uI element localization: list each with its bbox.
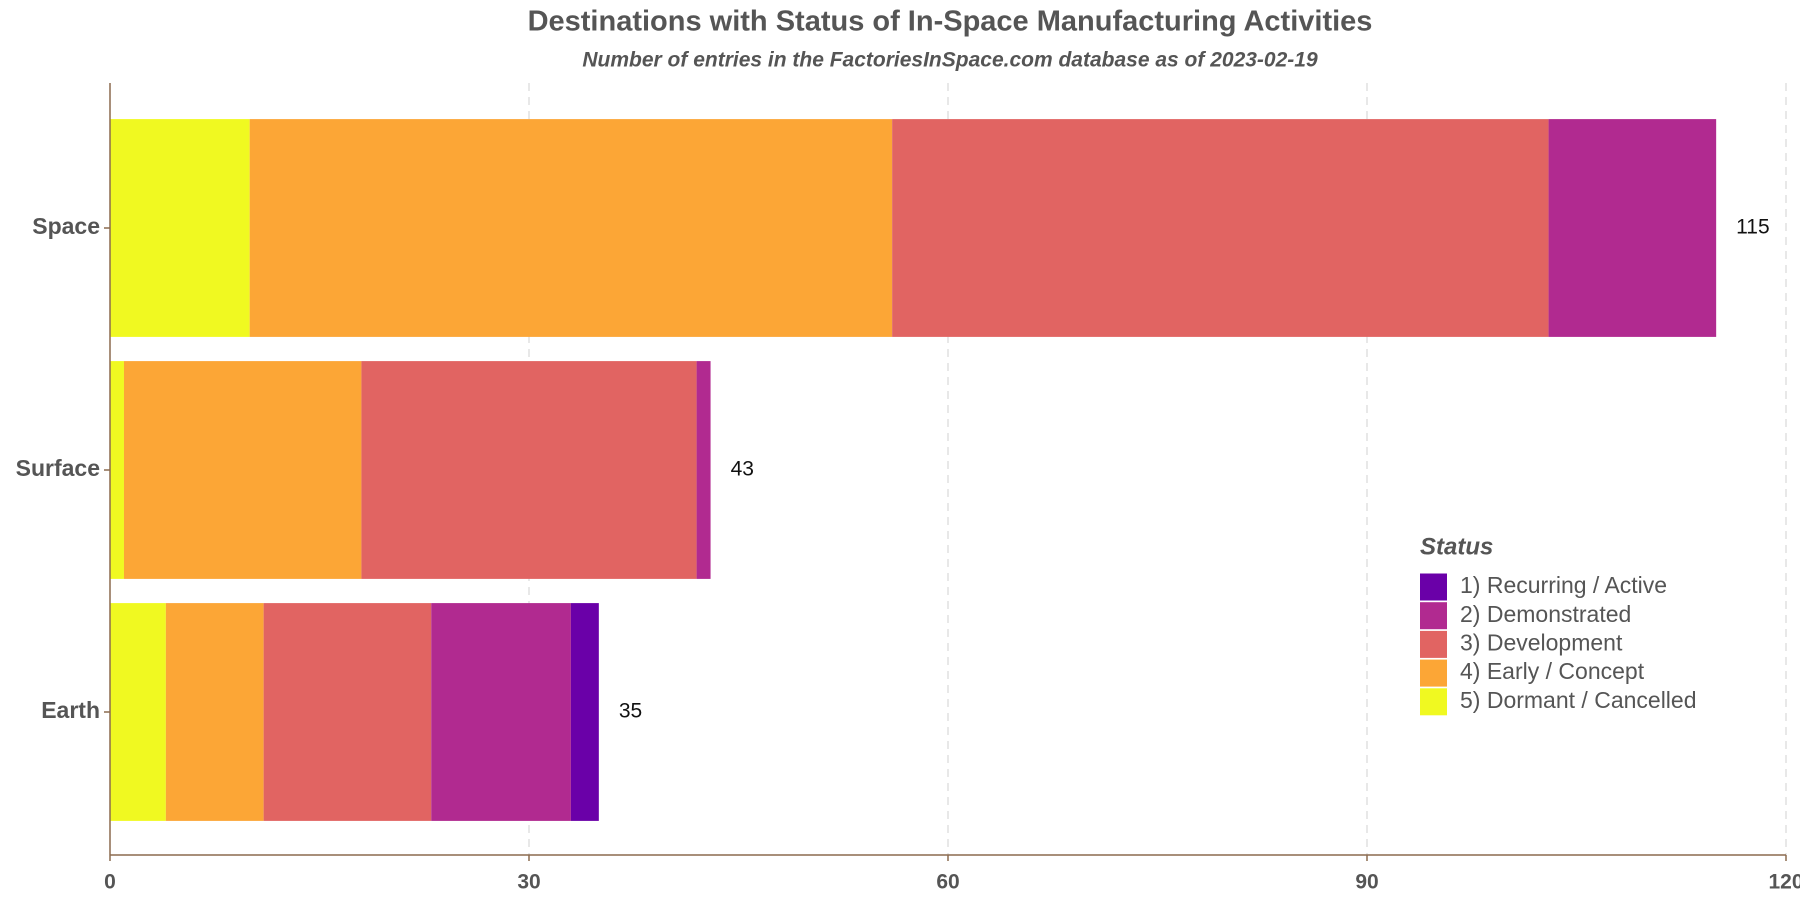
bar-segment bbox=[696, 361, 711, 579]
bar-segment bbox=[110, 119, 250, 337]
legend-swatch bbox=[1420, 659, 1447, 687]
legend-label: 2) Demonstrated bbox=[1460, 601, 1631, 627]
bar-segment bbox=[110, 361, 124, 579]
bar-segment bbox=[165, 603, 264, 821]
total-label: 35 bbox=[619, 700, 642, 723]
chart-subtitle: Number of entries in the FactoriesInSpac… bbox=[582, 49, 1318, 72]
y-tick-label: Space bbox=[32, 213, 100, 239]
x-tick-label: 60 bbox=[936, 871, 959, 894]
bar-segment bbox=[431, 603, 571, 821]
legend-label: 4) Early / Concept bbox=[1460, 658, 1645, 684]
x-tick-label: 30 bbox=[517, 871, 540, 894]
x-tick-label: 90 bbox=[1355, 871, 1378, 894]
legend-swatch bbox=[1420, 602, 1447, 630]
legend-title: Status bbox=[1420, 533, 1493, 560]
x-tick-label: 120 bbox=[1768, 871, 1800, 894]
bar-segment bbox=[263, 603, 432, 821]
legend-label: 3) Development bbox=[1460, 629, 1623, 655]
bar-segment bbox=[110, 603, 166, 821]
legend-swatch bbox=[1420, 688, 1447, 716]
y-tick-label: Surface bbox=[16, 455, 100, 481]
y-tick-label: Earth bbox=[41, 697, 100, 723]
bar-segment bbox=[361, 361, 697, 579]
chart-title: Destinations with Status of In-Space Man… bbox=[528, 6, 1373, 38]
total-label: 115 bbox=[1736, 216, 1769, 239]
total-label: 43 bbox=[731, 458, 754, 481]
legend-label: 5) Dormant / Cancelled bbox=[1460, 687, 1697, 713]
x-tick-label: 0 bbox=[104, 871, 116, 894]
legend-swatch bbox=[1420, 630, 1447, 658]
bar-segment bbox=[123, 361, 362, 579]
bar-segment bbox=[249, 119, 893, 337]
legend-swatch bbox=[1420, 573, 1447, 601]
bar-segment bbox=[1548, 119, 1717, 337]
bar-segment bbox=[570, 603, 599, 821]
bar-segment bbox=[892, 119, 1549, 337]
legend-label: 1) Recurring / Active bbox=[1460, 572, 1667, 598]
